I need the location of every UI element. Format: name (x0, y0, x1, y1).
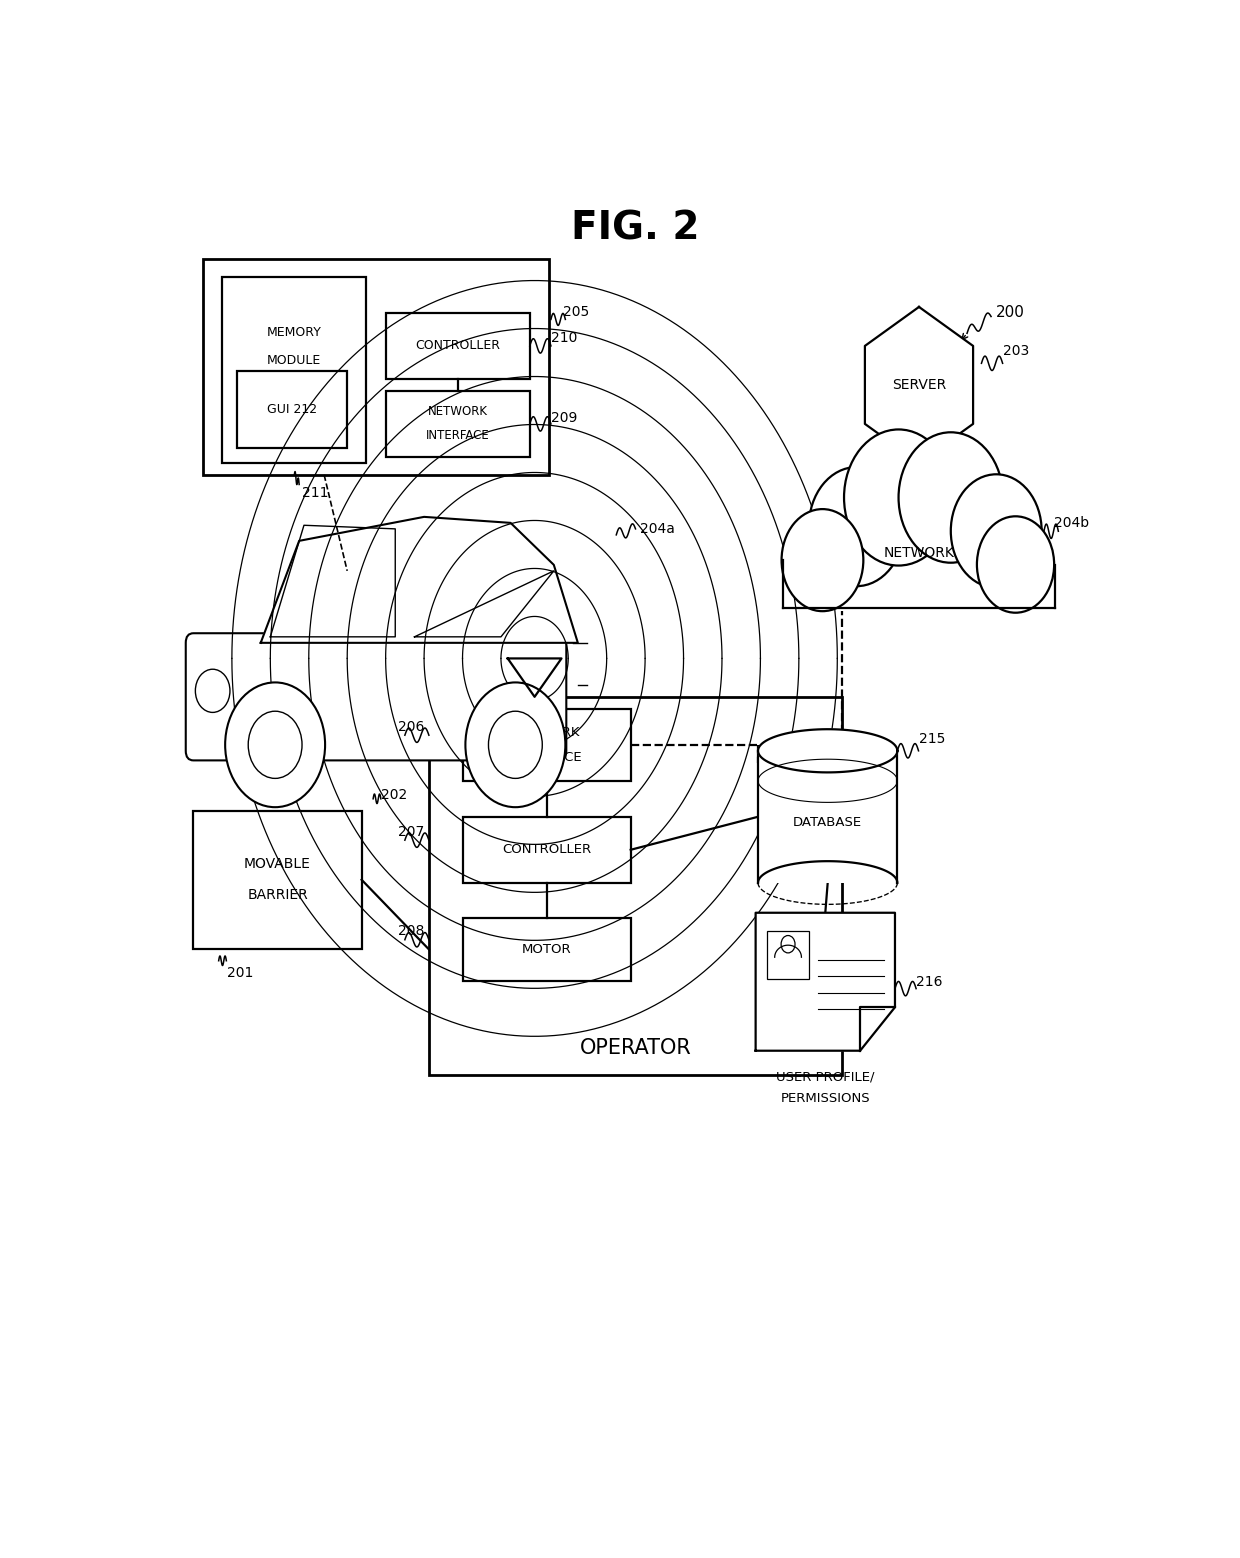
Text: INTERFACE: INTERFACE (425, 430, 490, 442)
Circle shape (226, 682, 325, 807)
Circle shape (977, 516, 1054, 612)
Text: USER PROFILE/: USER PROFILE/ (776, 1070, 874, 1084)
Text: NETWORK: NETWORK (513, 726, 580, 740)
Text: BARRIER: BARRIER (247, 888, 308, 902)
Polygon shape (864, 307, 973, 463)
Text: 209: 209 (551, 411, 578, 425)
Text: NETWORK: NETWORK (428, 405, 487, 419)
Bar (386, 313, 529, 379)
Bar (203, 259, 549, 475)
Text: 210: 210 (551, 330, 578, 344)
Circle shape (899, 432, 1003, 562)
Polygon shape (507, 659, 562, 696)
Bar (758, 751, 898, 883)
Text: FIG. 2: FIG. 2 (572, 210, 699, 248)
Bar (429, 696, 842, 1075)
Text: 211: 211 (301, 486, 329, 500)
Text: MODULE: MODULE (268, 354, 321, 368)
Text: 200: 200 (996, 305, 1024, 321)
Text: 208: 208 (398, 924, 424, 938)
Circle shape (808, 467, 904, 586)
Text: 207: 207 (398, 824, 424, 838)
Text: SERVER: SERVER (892, 379, 946, 393)
Bar (222, 277, 367, 463)
Bar (237, 371, 347, 449)
Text: INTERFACE: INTERFACE (511, 751, 583, 765)
Text: 216: 216 (916, 975, 942, 989)
Text: 201: 201 (227, 966, 253, 980)
Text: MEMORY: MEMORY (267, 326, 322, 340)
Text: 204b: 204b (1054, 516, 1089, 530)
Circle shape (844, 430, 954, 566)
Bar (463, 709, 631, 781)
Circle shape (465, 682, 565, 807)
Text: 204a: 204a (640, 522, 676, 536)
Text: 215: 215 (919, 732, 945, 746)
Text: DATABASE: DATABASE (794, 816, 862, 829)
Bar (386, 391, 529, 456)
Polygon shape (758, 729, 898, 773)
Text: 203: 203 (1003, 344, 1029, 358)
Text: NETWORK: NETWORK (884, 545, 955, 559)
Text: OPERATOR: OPERATOR (579, 1038, 692, 1058)
Text: PERMISSIONS: PERMISSIONS (780, 1092, 870, 1105)
Bar (463, 816, 631, 883)
FancyBboxPatch shape (186, 633, 567, 760)
Text: 205: 205 (563, 305, 590, 319)
Circle shape (781, 509, 863, 611)
Bar (768, 930, 808, 978)
Text: 206: 206 (398, 720, 424, 734)
Text: MOTOR: MOTOR (522, 943, 572, 957)
Text: MOVABLE: MOVABLE (244, 857, 311, 871)
Circle shape (951, 474, 1042, 587)
Bar (193, 810, 362, 949)
Circle shape (248, 710, 303, 779)
Circle shape (489, 710, 542, 779)
Polygon shape (260, 517, 578, 643)
Bar (463, 918, 631, 982)
Text: GUI 212: GUI 212 (267, 404, 317, 416)
Circle shape (781, 935, 795, 953)
Text: CONTROLLER: CONTROLLER (415, 340, 500, 352)
Text: CONTROLLER: CONTROLLER (502, 843, 591, 857)
Circle shape (196, 670, 229, 712)
Text: 202: 202 (381, 788, 407, 802)
Bar (777, 523, 1061, 611)
Polygon shape (755, 913, 895, 1050)
